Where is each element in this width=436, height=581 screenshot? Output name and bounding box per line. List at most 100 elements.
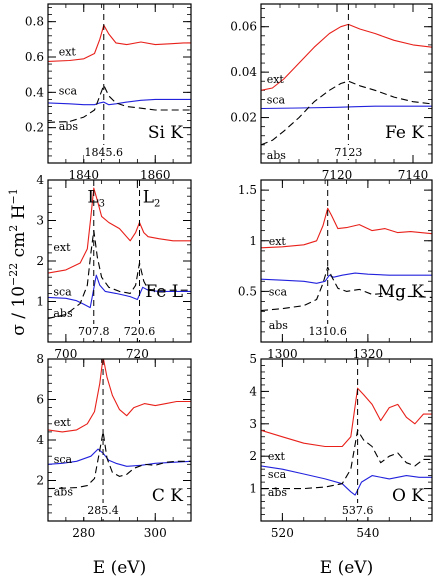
peak-label: L2 — [143, 187, 161, 209]
peak-label: L3 — [87, 187, 105, 209]
edge-label: Fe L — [145, 282, 183, 302]
panel-fe-k: 7120 7140 0.02 0.04 0.06 7123 ext sca abs Fe K — [230, 3, 433, 182]
x-tick-label: 700 — [54, 347, 77, 361]
y-tick-label: 1 — [249, 482, 257, 496]
edge-value-bg — [73, 324, 114, 338]
panel-si-k: 1840 1860 0.2 0.4 0.6 0.8 1845.6 ext sca abs Si K — [25, 3, 192, 182]
edge-value-label: 720.6 — [124, 325, 156, 338]
curve-label-ext: ext — [54, 416, 72, 429]
edge-label: C K — [152, 486, 183, 506]
x-tick-label: 280 — [72, 526, 95, 540]
series-sca-line — [261, 465, 432, 496]
edge-value-bg — [328, 145, 369, 159]
curve-label-ext: ext — [269, 235, 287, 248]
series-abs-line — [48, 431, 191, 490]
x-tick-label: 540 — [356, 526, 379, 540]
x-tick-label: 7140 — [398, 168, 429, 182]
curve-label-sca: sca — [53, 285, 72, 298]
edge-value-bg — [337, 503, 378, 517]
y-tick-label: 2 — [36, 254, 44, 268]
curve-label-ext: ext — [53, 241, 71, 254]
y-tick-label: 0.2 — [25, 121, 44, 135]
plot-frame — [260, 358, 433, 522]
curve-label-sca: sca — [269, 285, 288, 298]
curve-label-sca: sca — [268, 468, 287, 481]
edge-value-label: 7123 — [334, 146, 362, 159]
edge-value-bg — [83, 503, 124, 517]
edge-value-bg — [119, 324, 160, 338]
x-tick-label: 1860 — [140, 168, 171, 182]
x-axis-label: E (eV) — [93, 558, 146, 578]
y-tick-label: 5 — [249, 352, 257, 366]
x-tick-label: 1300 — [267, 347, 298, 361]
series-ext-line — [48, 187, 191, 274]
edge-label: Mg K — [378, 282, 425, 302]
edge-label: Si K — [148, 123, 183, 143]
curve-label-abs: abs — [268, 486, 288, 499]
x-tick-label: 1840 — [68, 168, 99, 182]
curve-label-sca: sca — [59, 85, 78, 98]
series-ext-line — [261, 207, 432, 249]
edge-value-label: 707.8 — [78, 325, 110, 338]
x-tick-label: 7120 — [322, 168, 353, 182]
y-tick-label: 0.02 — [230, 111, 257, 125]
y-tick-label: 0.5 — [238, 284, 257, 298]
plot-frame — [260, 3, 433, 164]
y-tick-label: 0.04 — [230, 65, 257, 79]
series-abs-line — [48, 230, 191, 320]
edge-value-bg — [307, 324, 348, 338]
y-tick-label: 0.06 — [230, 20, 257, 34]
edge-value-bg — [83, 145, 124, 159]
curve-label-abs: abs — [269, 319, 289, 332]
y-tick-label: 1 — [36, 295, 44, 309]
x-tick-label: 520 — [271, 526, 294, 540]
plot-frame — [47, 3, 192, 164]
series-sca-line — [48, 448, 191, 467]
series-sca-line — [261, 105, 432, 110]
x-tick-label: 720 — [126, 347, 149, 361]
plot-frame — [260, 179, 433, 343]
panel-mg-k: 1300 1320 0.5 1 1.5 1310.6 ext sca abs Mg K — [238, 179, 433, 361]
series-ext-line — [261, 23, 432, 91]
y-axis-label: σ / 10−22 cm2 H−1 — [7, 188, 29, 336]
edge-value-label: 1310.6 — [308, 325, 347, 338]
edge-value-label: 285.4 — [87, 504, 119, 517]
curve-label-sca: sca — [54, 453, 73, 466]
panel-fe-l: 700 720 1 2 3 4 707.8 720.6 ext sca abs L3 L2 Fe L — [36, 173, 192, 361]
edge-label: O K — [392, 486, 424, 506]
panel-o-k: 520 540 1 2 3 4 5 537.6 ext sca abs O K E (eV) — [249, 352, 433, 578]
series-sca-line — [261, 272, 432, 284]
series-ext-line — [48, 24, 191, 62]
y-tick-label: 3 — [249, 417, 257, 431]
x-axis-label: E (eV) — [320, 558, 373, 578]
y-tick-label: 6 — [36, 393, 44, 407]
curve-label-abs: abs — [59, 120, 79, 133]
edge-value-label: 537.6 — [342, 504, 374, 517]
plot-frame — [47, 358, 192, 522]
y-tick-label: 4 — [249, 384, 257, 398]
y-tick-label: 8 — [36, 352, 44, 366]
panel-c-k: 280 300 2 4 6 8 285.4 ext sca abs C K E (eV) — [36, 352, 192, 578]
x-tick-label: 1320 — [353, 347, 384, 361]
series-ext-line — [261, 387, 432, 448]
series-abs-line — [261, 429, 432, 490]
y-tick-label: 3 — [36, 214, 44, 228]
y-tick-label: 1.5 — [238, 183, 257, 197]
curve-label-ext: ext — [268, 450, 286, 463]
y-tick-label: 2 — [36, 474, 44, 488]
curve-label-abs: abs — [53, 307, 73, 320]
y-tick-label: 4 — [36, 433, 44, 447]
series-ext-line — [48, 359, 191, 433]
y-tick-label: 0.8 — [25, 15, 44, 29]
y-tick-label: 0.4 — [25, 85, 44, 99]
plot-frame — [47, 179, 192, 343]
edge-value-label: 1845.6 — [85, 146, 124, 159]
curve-label-abs: abs — [54, 486, 74, 499]
series-abs-line — [261, 266, 432, 312]
y-tick-label: 1 — [249, 234, 257, 248]
curve-label-sca: sca — [267, 93, 286, 106]
series-sca-line — [48, 98, 191, 106]
curve-label-ext: ext — [59, 46, 77, 59]
series-abs-line — [261, 80, 432, 146]
